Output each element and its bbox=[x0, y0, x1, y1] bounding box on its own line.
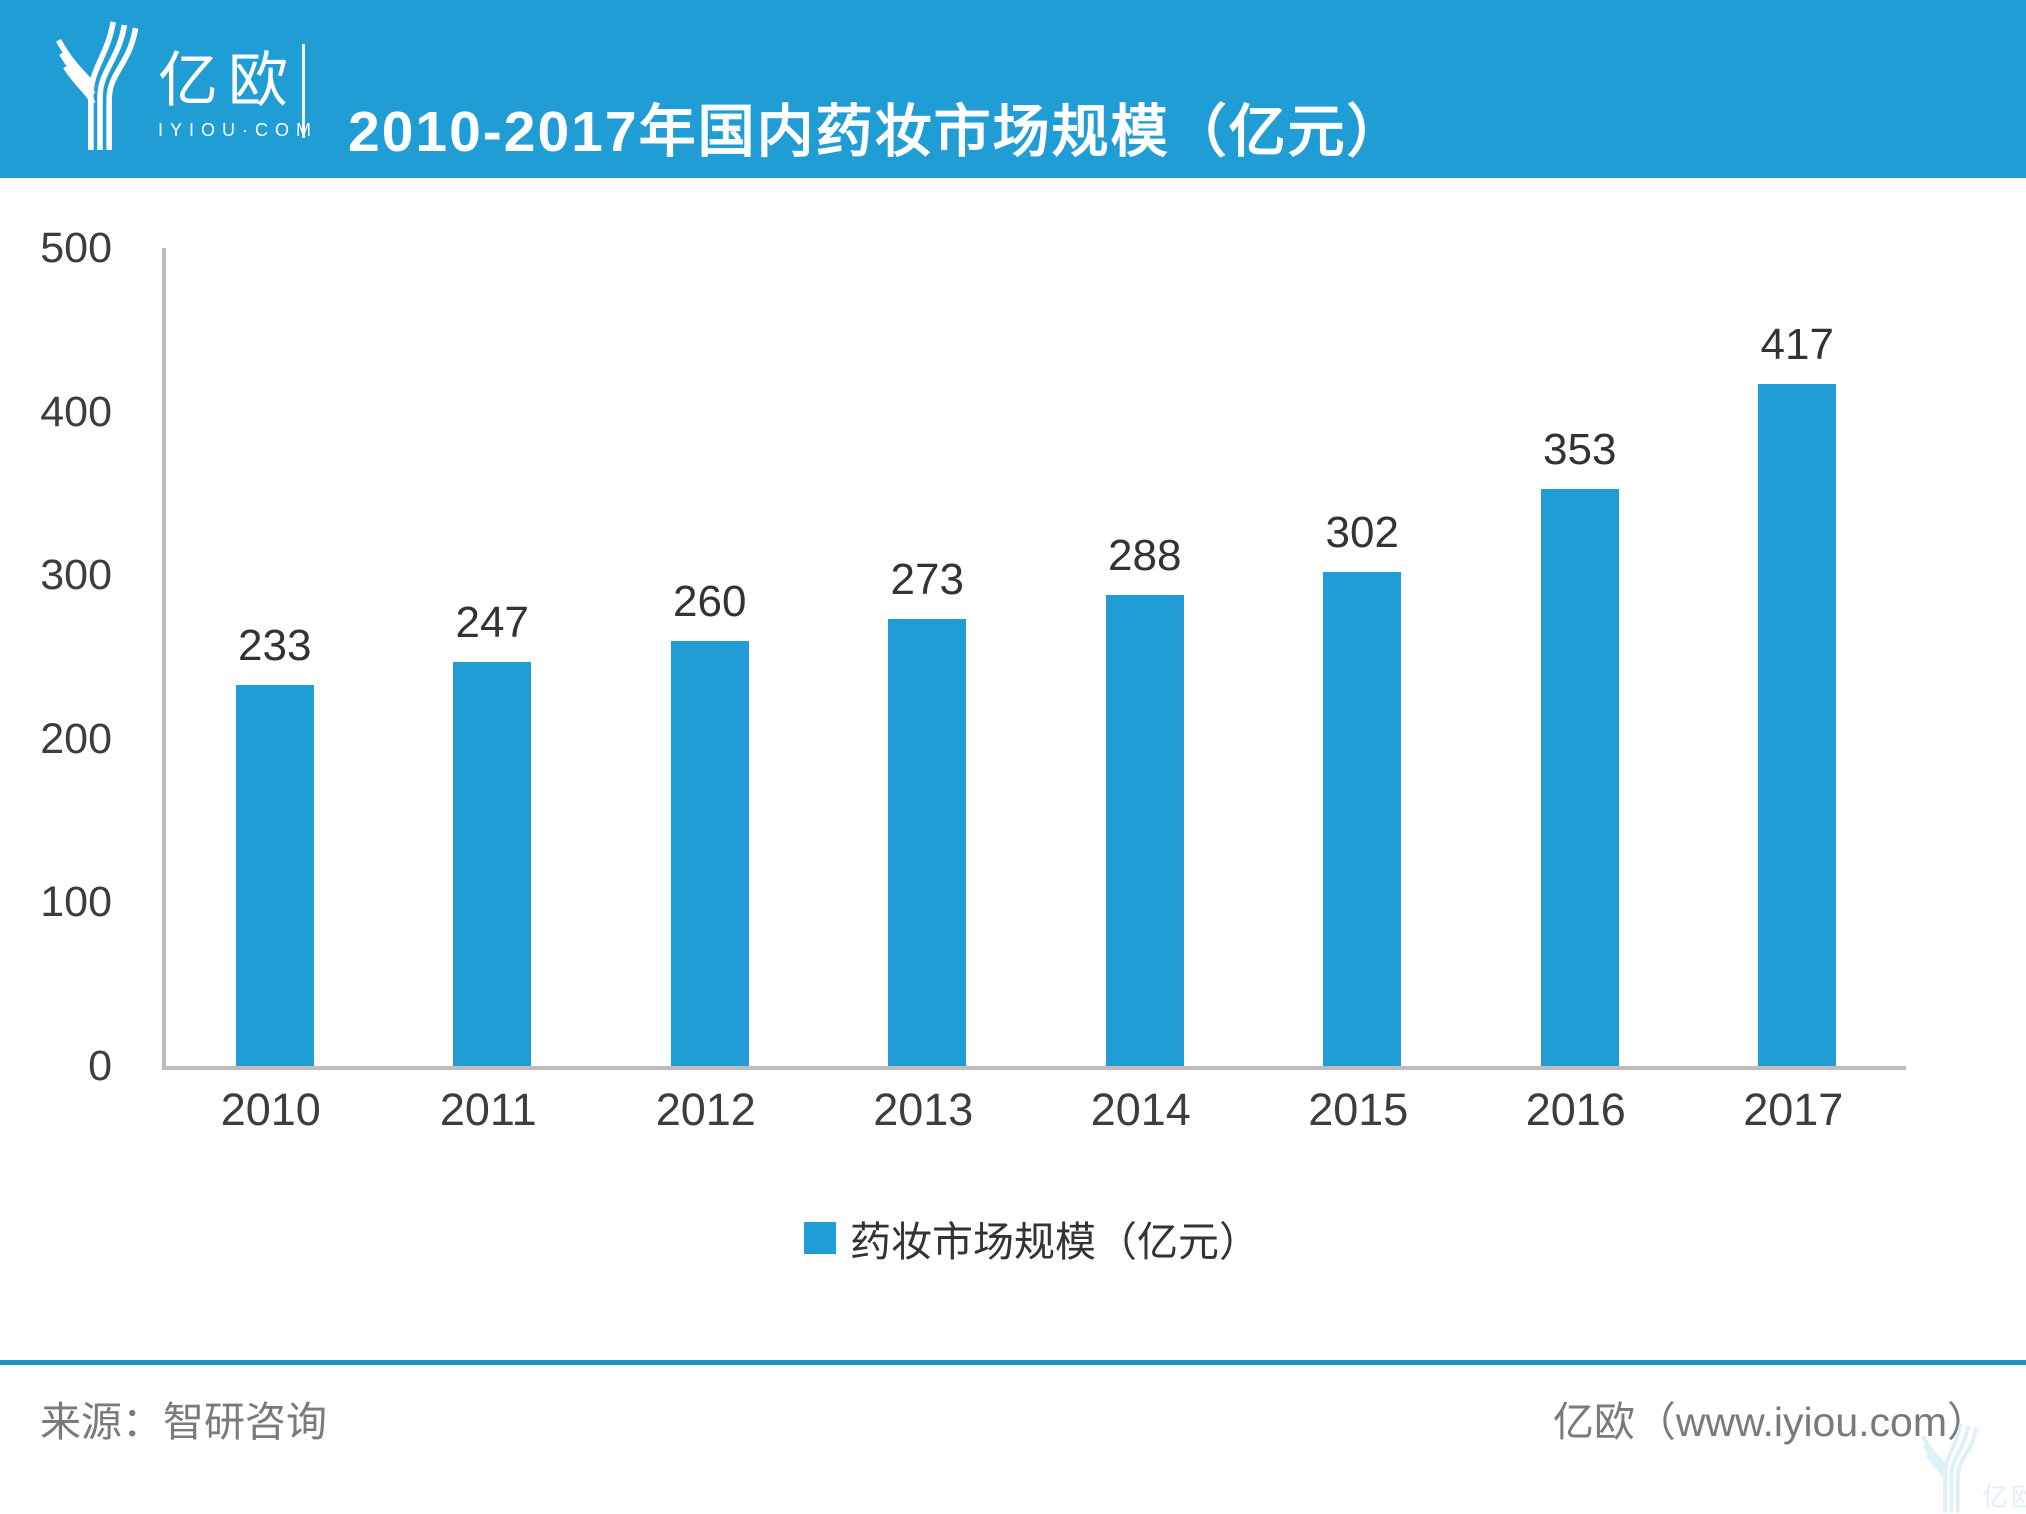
chart-legend: 药妆市场规模（亿元） bbox=[162, 1208, 1902, 1268]
bar-group: 417 bbox=[1689, 248, 1907, 1066]
bar-value-label: 260 bbox=[673, 576, 747, 626]
x-tick-label: 2012 bbox=[655, 1084, 756, 1135]
bar-value-label: 417 bbox=[1760, 319, 1834, 369]
bar bbox=[1540, 488, 1619, 1066]
watermark-logo-icon: 亿欧 bbox=[1918, 1422, 2026, 1514]
y-axis-labels: 0 100 200 300 400 500 bbox=[0, 224, 120, 1090]
source-text: 来源：智研咨询 bbox=[40, 1399, 327, 1445]
bar-group: 302 bbox=[1254, 248, 1472, 1066]
watermark-text: 亿欧 bbox=[1981, 1482, 2026, 1512]
iyiou-logo: 亿欧 IYIOU·COM bbox=[52, 20, 318, 158]
bar-value-label: 288 bbox=[1108, 530, 1182, 580]
x-tick-label: 2010 bbox=[220, 1084, 321, 1135]
bar-group: 353 bbox=[1471, 248, 1689, 1066]
bar bbox=[1105, 594, 1184, 1066]
y-tick-label: 200 bbox=[40, 714, 112, 763]
bar-group: 273 bbox=[819, 248, 1037, 1066]
credit-text: 亿欧（www.iyiou.com） bbox=[1552, 1399, 1988, 1445]
bar-group: 233 bbox=[166, 248, 384, 1066]
bar bbox=[670, 640, 749, 1066]
logo-name-en: IYIOU·COM bbox=[158, 120, 318, 140]
header-banner: 亿欧 IYIOU·COM 2010-2017年国内药妆市场规模（亿元） bbox=[0, 0, 2026, 178]
footer-divider bbox=[0, 1360, 2026, 1365]
page-title: 2010-2017年国内药妆市场规模（亿元） bbox=[348, 100, 1406, 165]
logo-name-cn: 亿欧 bbox=[158, 47, 298, 114]
x-tick-label: 2013 bbox=[873, 1084, 974, 1135]
bar-value-label: 247 bbox=[455, 597, 529, 647]
bar bbox=[235, 684, 314, 1066]
bar-value-label: 233 bbox=[238, 620, 312, 670]
bar-value-label: 353 bbox=[1543, 424, 1617, 474]
legend-label: 药妆市场规模（亿元） bbox=[850, 1219, 1260, 1265]
bar bbox=[1758, 383, 1837, 1066]
bar bbox=[1323, 571, 1402, 1066]
y-tick-label: 300 bbox=[40, 551, 112, 600]
bar-group: 288 bbox=[1036, 248, 1254, 1066]
y-tick-label: 400 bbox=[40, 387, 112, 436]
bar-chart-plot-area: 233 247 260 273 288 302 353 417 bbox=[162, 248, 1906, 1070]
x-tick-label: 2016 bbox=[1525, 1084, 1626, 1135]
bar-group: 247 bbox=[384, 248, 602, 1066]
legend-swatch-icon bbox=[804, 1222, 836, 1254]
bar bbox=[453, 661, 532, 1066]
x-axis-labels: 2010 2011 2012 2013 2014 2015 2016 2017 bbox=[162, 1084, 1902, 1136]
bar bbox=[888, 619, 967, 1066]
x-tick-label: 2017 bbox=[1743, 1084, 1844, 1135]
x-tick-label: 2014 bbox=[1090, 1084, 1191, 1135]
x-tick-label: 2015 bbox=[1308, 1084, 1409, 1135]
iyiou-logo-icon bbox=[52, 20, 144, 152]
bar-value-label: 273 bbox=[890, 555, 964, 605]
y-tick-label: 0 bbox=[88, 1042, 112, 1090]
bars: 233 247 260 273 288 302 353 417 bbox=[166, 248, 1906, 1066]
banner-divider bbox=[302, 44, 305, 138]
bar-group: 260 bbox=[601, 248, 819, 1066]
x-tick-label: 2011 bbox=[439, 1084, 537, 1135]
y-tick-label: 100 bbox=[40, 878, 112, 927]
y-tick-label: 500 bbox=[40, 224, 112, 272]
bar-value-label: 302 bbox=[1325, 507, 1399, 557]
